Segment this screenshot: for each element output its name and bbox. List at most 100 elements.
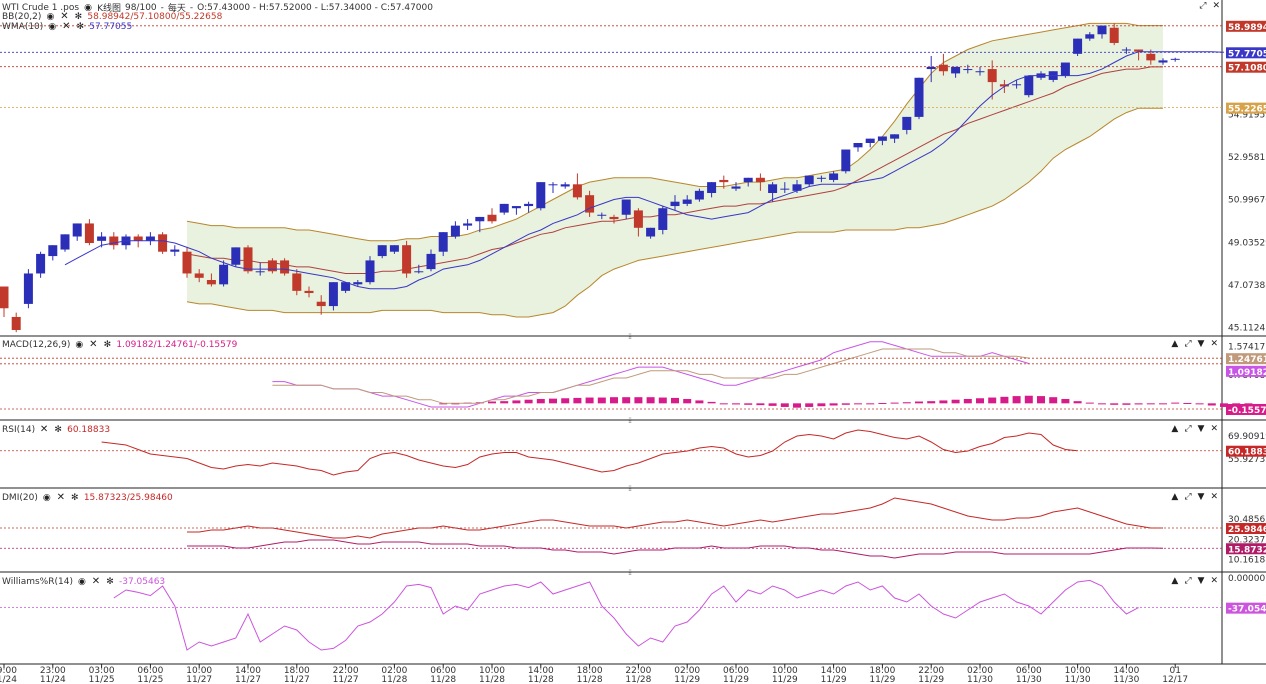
close-icon[interactable]: ✕ bbox=[39, 424, 49, 435]
resize-handle[interactable]: ⁞⁞ bbox=[628, 416, 632, 425]
macd-histogram-bar bbox=[915, 401, 923, 404]
arrow-up-icon[interactable]: ▲ bbox=[1171, 339, 1179, 349]
x-tick-label: 18:00 bbox=[869, 666, 895, 676]
gear-icon[interactable]: ✻ bbox=[74, 11, 83, 22]
gear-icon[interactable]: ✻ bbox=[103, 339, 112, 350]
expand-icon[interactable]: ⤢ bbox=[1184, 339, 1192, 349]
macd-histogram-bar bbox=[890, 402, 899, 404]
macd-histogram-bar bbox=[695, 400, 704, 404]
arrow-down-icon[interactable]: ▼ bbox=[1197, 424, 1205, 434]
arrow-up-icon[interactable]: ▲ bbox=[1171, 492, 1179, 502]
gear-icon[interactable]: ✻ bbox=[76, 21, 85, 32]
close-icon[interactable]: ✕ bbox=[60, 11, 69, 22]
candle-body bbox=[658, 208, 668, 230]
candle-body bbox=[426, 253, 436, 270]
expand-icon[interactable]: ⤢ bbox=[1184, 492, 1192, 502]
close-icon[interactable]: ✕ bbox=[91, 576, 101, 587]
candle-body bbox=[1012, 84, 1022, 86]
x-tick-label: 12/17 bbox=[1162, 675, 1188, 684]
y-tick-label: 50.99670 bbox=[1228, 196, 1266, 206]
resize-handle[interactable]: ⁞⁞ bbox=[628, 332, 632, 341]
eye-icon[interactable]: ◉ bbox=[75, 339, 84, 350]
candle-body bbox=[548, 184, 558, 186]
candle-body bbox=[170, 249, 180, 252]
x-tick-label: 22:00 bbox=[333, 666, 359, 676]
candle-body bbox=[731, 186, 741, 189]
x-tick-label: 11/30 bbox=[1065, 675, 1091, 684]
x-tick-label: 02:00 bbox=[381, 666, 407, 676]
close-icon[interactable]: ✕ bbox=[89, 339, 98, 350]
candle-body bbox=[890, 134, 900, 139]
x-tick-label: 11/29 bbox=[869, 675, 895, 684]
candle-body bbox=[621, 199, 631, 215]
macd-histogram-bar bbox=[963, 398, 972, 404]
candle-body bbox=[353, 282, 363, 285]
eye-icon[interactable]: ◉ bbox=[84, 2, 92, 13]
expand-icon[interactable]: ⤢ bbox=[1184, 424, 1192, 434]
candle-body bbox=[1085, 34, 1095, 39]
arrow-down-icon[interactable]: ▼ bbox=[1197, 576, 1205, 586]
resize-handle[interactable]: ⁞⁞ bbox=[628, 568, 632, 577]
x-tick-label: 10:00 bbox=[1065, 666, 1091, 676]
eye-icon[interactable]: ◉ bbox=[78, 576, 86, 587]
macd-histogram-bar bbox=[439, 403, 448, 405]
y-value-tag-label: 57.77055 bbox=[1228, 49, 1266, 59]
macd-dea-line bbox=[272, 348, 1029, 404]
symbol-title: WTI Crude 1 .pos bbox=[2, 2, 80, 13]
expand-icon[interactable]: ⤢ bbox=[1199, 1, 1207, 11]
macd-histogram-bar bbox=[866, 403, 875, 405]
candle-body bbox=[365, 260, 375, 283]
candle-body bbox=[194, 273, 204, 278]
y-tick-label: 0.00000 bbox=[1228, 574, 1265, 584]
resize-handle[interactable]: ⁞⁞ bbox=[628, 484, 632, 493]
close-icon[interactable]: ✕ bbox=[62, 21, 71, 32]
y-tick-label: 30.48563 bbox=[1228, 515, 1266, 525]
candle-body bbox=[1060, 62, 1070, 76]
close-icon[interactable]: ✕ bbox=[1210, 576, 1218, 586]
close-icon[interactable]: ✕ bbox=[1212, 1, 1220, 11]
arrow-up-icon[interactable]: ▲ bbox=[1171, 576, 1179, 586]
bollinger-band-fill bbox=[187, 23, 1163, 318]
macd-histogram-bar bbox=[1171, 402, 1180, 404]
candle-body bbox=[219, 264, 229, 285]
close-icon[interactable]: ✕ bbox=[1210, 492, 1218, 502]
close-icon[interactable]: ✕ bbox=[1210, 339, 1218, 349]
arrow-up-icon[interactable]: ▲ bbox=[1171, 424, 1179, 434]
candle-body bbox=[853, 142, 863, 148]
macd-histogram-bar bbox=[597, 397, 606, 404]
macd-histogram-bar bbox=[658, 397, 667, 404]
candle-body bbox=[914, 77, 924, 117]
y-tick-label: 45.11247 bbox=[1228, 324, 1266, 334]
gear-icon[interactable]: ✻ bbox=[106, 576, 114, 587]
gear-icon[interactable]: ✻ bbox=[71, 492, 79, 503]
macd-histogram-bar bbox=[622, 397, 631, 404]
expand-icon[interactable]: ⤢ bbox=[1184, 576, 1192, 586]
arrow-down-icon[interactable]: ▼ bbox=[1197, 492, 1205, 502]
candle-body bbox=[792, 184, 802, 191]
eye-icon[interactable]: ◉ bbox=[46, 11, 55, 22]
x-tick-label: 11/27 bbox=[235, 675, 261, 684]
candle-body bbox=[377, 245, 387, 257]
x-tick-label: 11/29 bbox=[821, 675, 847, 684]
bb-values: 58.98942/57.10800/55.22658 bbox=[87, 11, 223, 22]
close-icon[interactable]: ✕ bbox=[56, 492, 66, 503]
macd-tools: ▲ ⤢ ▼ ✕ bbox=[1171, 339, 1218, 349]
candle-body bbox=[707, 182, 717, 194]
macd-histogram-bar bbox=[768, 403, 777, 406]
period-label[interactable]: 每天 bbox=[167, 4, 186, 14]
candle-body bbox=[243, 247, 253, 272]
y-value-tag-label: 58.98942 bbox=[1228, 23, 1266, 33]
close-icon[interactable]: ✕ bbox=[1210, 424, 1218, 434]
rsi-line bbox=[101, 429, 1078, 476]
macd-histogram-bar bbox=[1134, 403, 1143, 405]
candle-body bbox=[524, 203, 534, 207]
gear-icon[interactable]: ✻ bbox=[54, 424, 62, 435]
macd-histogram-bar bbox=[707, 401, 716, 404]
eye-icon[interactable]: ◉ bbox=[42, 492, 51, 503]
macd-histogram-bar bbox=[500, 401, 509, 404]
eye-icon[interactable]: ◉ bbox=[48, 21, 57, 32]
dmi-minus-line bbox=[187, 539, 1164, 559]
macd-histogram-bar bbox=[536, 398, 545, 404]
arrow-down-icon[interactable]: ▼ bbox=[1197, 339, 1205, 349]
candle-body bbox=[877, 136, 887, 141]
